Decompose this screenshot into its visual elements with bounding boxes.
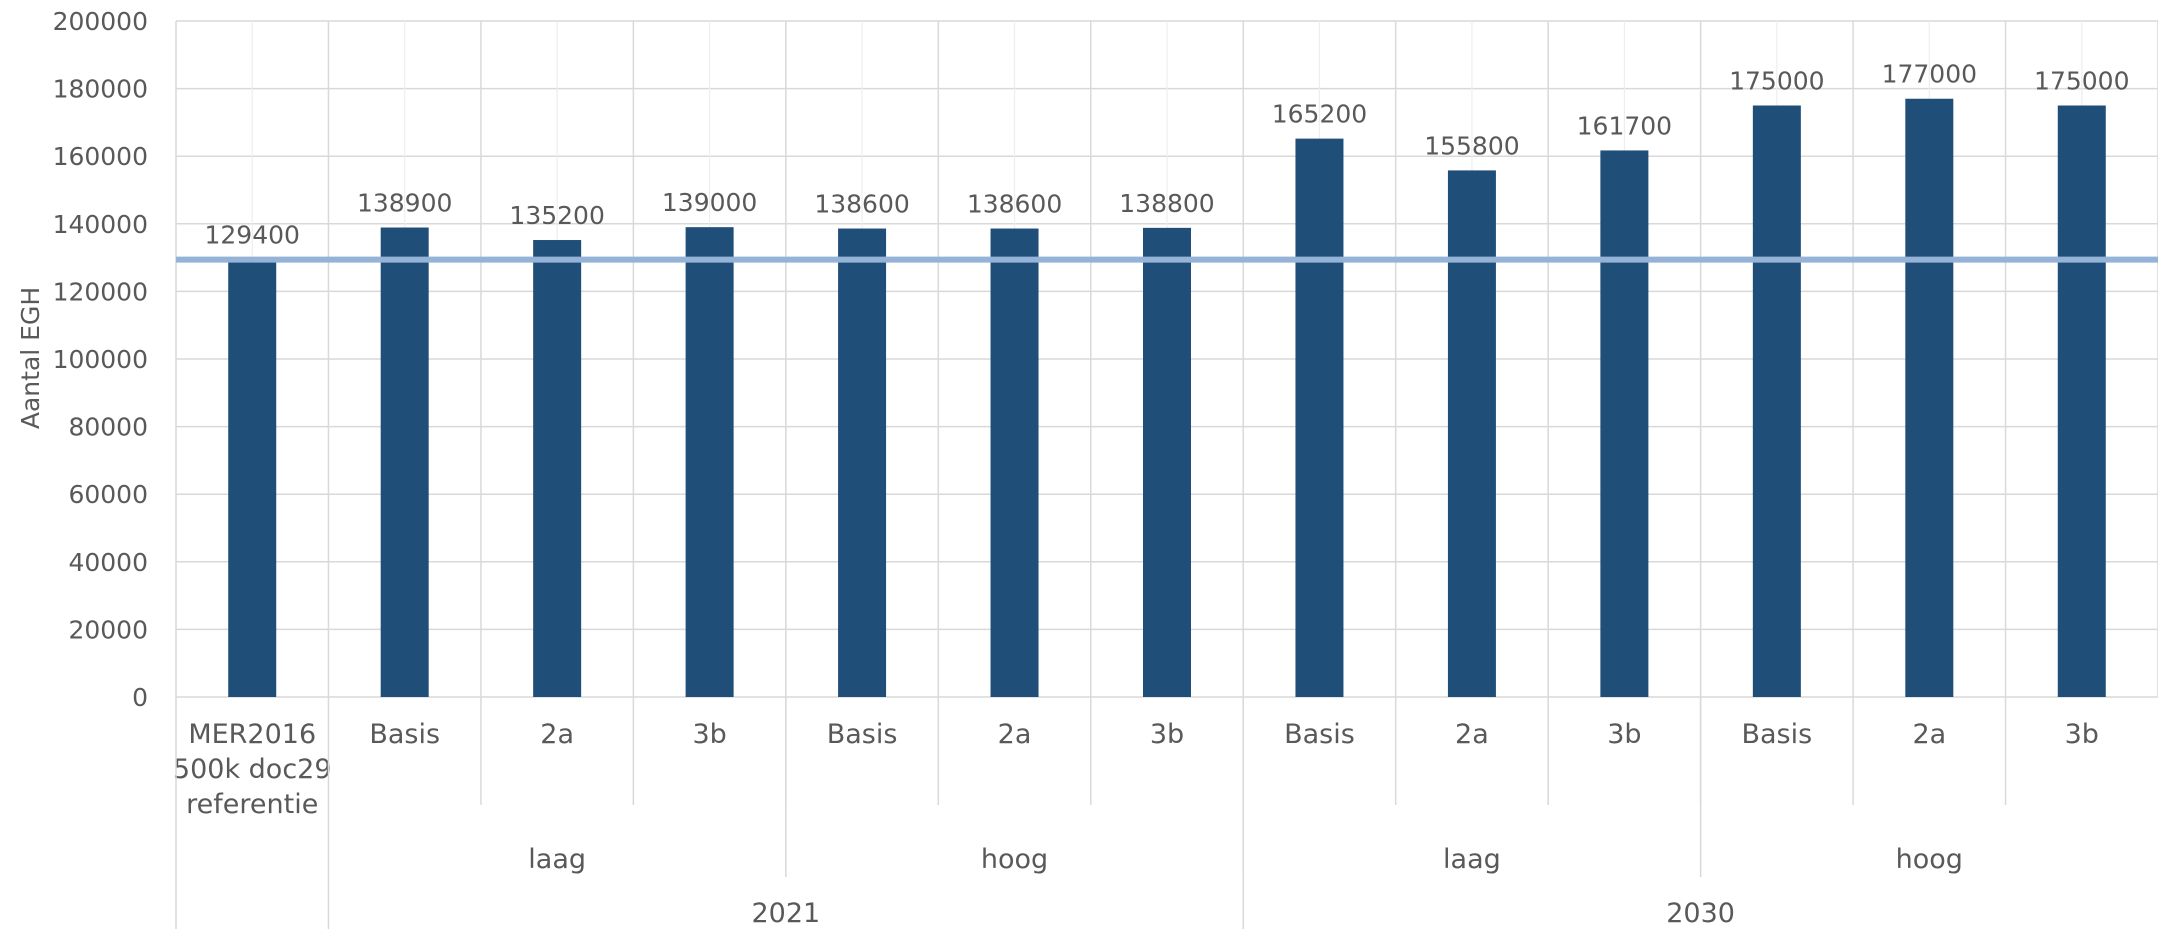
data-label: 155800: [1424, 131, 1519, 160]
bar: [838, 229, 886, 697]
category-label: Basis: [369, 719, 440, 750]
y-tick-label: 180000: [53, 75, 148, 104]
bar: [1448, 170, 1496, 697]
bar: [1753, 106, 1801, 698]
bar: [1905, 99, 1953, 697]
group-label-level1: laag: [528, 844, 586, 875]
bar: [228, 260, 276, 697]
category-label: 2a: [540, 719, 574, 750]
category-label: 3b: [1607, 719, 1641, 750]
data-label: 175000: [1729, 67, 1824, 96]
category-label: 2a: [1912, 719, 1946, 750]
y-tick-label: 100000: [53, 345, 148, 374]
category-label: 3b: [2065, 719, 2099, 750]
data-label: 138800: [1119, 189, 1214, 218]
data-label: 161700: [1577, 111, 1672, 140]
category-label: 3b: [692, 719, 726, 750]
bar: [2058, 106, 2106, 698]
data-label: 175000: [2034, 67, 2129, 96]
data-label: 165200: [1272, 100, 1367, 129]
y-tick-label: 80000: [68, 413, 148, 442]
y-tick-label: 200000: [53, 7, 148, 36]
category-label: Basis: [1284, 719, 1355, 750]
bar: [686, 227, 734, 697]
bar: [1143, 228, 1191, 697]
group-label-level1: hoog: [981, 844, 1048, 875]
category-label: referentie: [186, 789, 318, 820]
data-label: 177000: [1882, 60, 1977, 89]
data-label: 138900: [357, 189, 452, 218]
bar: [991, 229, 1039, 697]
group-label-level1: hoog: [1896, 844, 1963, 875]
y-tick-label: 0: [132, 683, 148, 712]
category-label: 3b: [1150, 719, 1184, 750]
category-label: 2a: [998, 719, 1032, 750]
category-label: MER2016: [188, 719, 316, 750]
y-tick-label: 120000: [53, 277, 148, 306]
y-tick-label: 40000: [68, 548, 148, 577]
y-tick-label: 60000: [68, 480, 148, 509]
category-label: Basis: [1741, 719, 1812, 750]
group-label-level1: laag: [1443, 844, 1501, 875]
x-axis-group-labels: laag hoog laag hoog 2021 2030: [176, 697, 2006, 929]
y-axis-ticks: 0 20000 40000 60000 80000 100000 120000 140000 1…: [53, 7, 148, 712]
category-label: Basis: [827, 719, 898, 750]
group-label-level2: 2030: [1666, 898, 1735, 929]
y-tick-label: 160000: [53, 142, 148, 171]
bar: [381, 228, 429, 697]
data-label: 139000: [662, 188, 757, 217]
y-tick-label: 20000: [68, 615, 148, 644]
data-label: 135200: [509, 201, 604, 230]
bar: [533, 240, 581, 697]
data-label: 129400: [205, 221, 300, 250]
bar: [1295, 139, 1343, 697]
group-label-level2: 2021: [751, 898, 820, 929]
bar: [1600, 150, 1648, 697]
x-axis-category-labels: MER2016 500k doc29 referentie Basis 2a 3b Basi…: [173, 719, 2099, 820]
category-label: 2a: [1455, 719, 1489, 750]
data-label: 138600: [814, 190, 909, 219]
category-label: 500k doc29: [173, 754, 332, 785]
y-tick-label: 140000: [53, 210, 148, 239]
y-axis-label: Aantal EGH: [16, 287, 45, 429]
data-label: 138600: [967, 190, 1062, 219]
